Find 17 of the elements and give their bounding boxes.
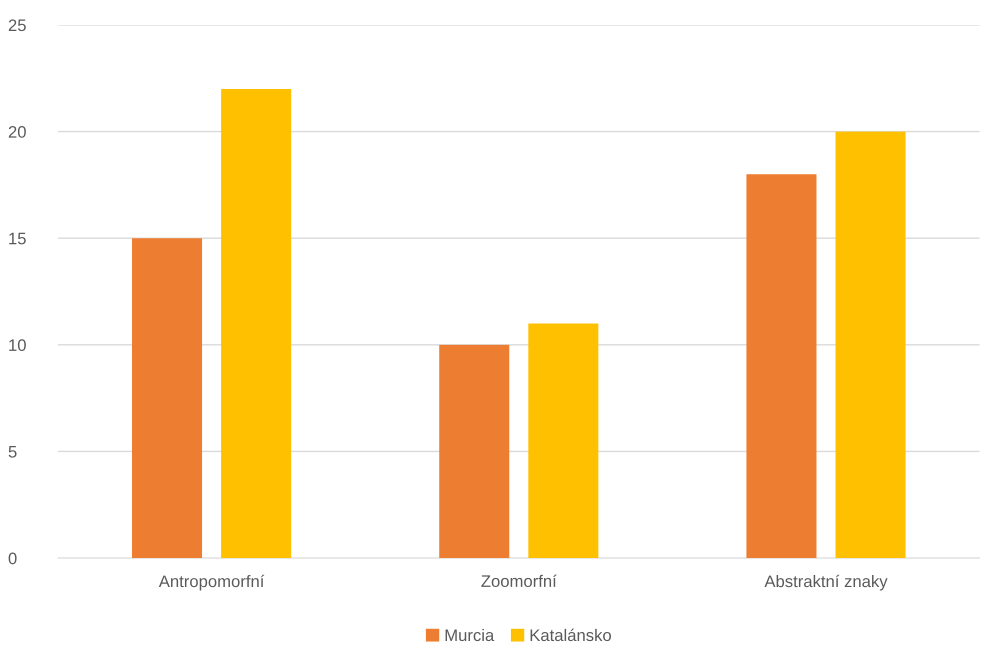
y-tick-label: 25 (8, 19, 26, 32)
bar (528, 324, 598, 558)
bar (836, 132, 906, 558)
y-tick-label: 0 (8, 552, 17, 564)
y-tick-label: 10 (9, 339, 26, 352)
legend-label: Murcia (446, 628, 494, 642)
bar (746, 174, 816, 558)
x-tick-label: Zoomorfní (481, 574, 557, 588)
x-tick-label: Abstraktní znaky (764, 574, 888, 591)
bar (221, 88, 292, 558)
y-tick-label: 15 (9, 232, 26, 244)
bar (439, 344, 510, 558)
bar (132, 238, 202, 558)
y-tick-label: 20 (8, 126, 26, 138)
y-tick-label: 5 (8, 446, 17, 458)
x-tick-label: Antropomorfní (158, 574, 264, 591)
legend-label: Katalánsko (530, 628, 611, 642)
